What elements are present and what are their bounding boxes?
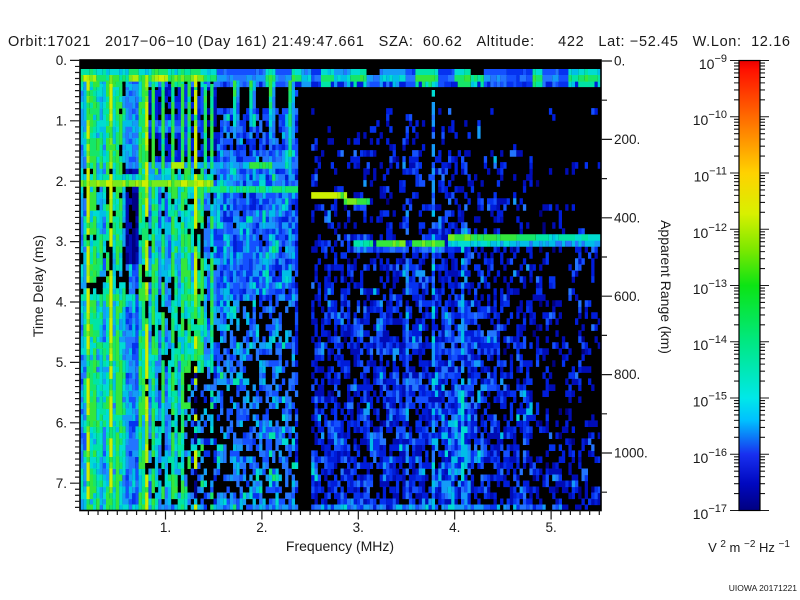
svg-text:0.: 0. bbox=[614, 54, 625, 69]
svg-text:4.: 4. bbox=[449, 520, 460, 535]
svg-text:0.: 0. bbox=[56, 53, 67, 68]
svg-text:800.: 800. bbox=[614, 367, 640, 382]
svg-text:600.: 600. bbox=[614, 289, 640, 304]
svg-text:Time Delay (ms): Time Delay (ms) bbox=[30, 235, 46, 337]
svg-text:Orbit:17021 2017−06−10 (Day: Orbit:17021 2017−06−10 (Day 161) 21:49:4… bbox=[8, 34, 790, 50]
svg-text:6.: 6. bbox=[56, 415, 67, 430]
svg-text:400.: 400. bbox=[614, 210, 640, 225]
svg-text:Apparent Range (km): Apparent Range (km) bbox=[658, 220, 674, 354]
svg-text:7.: 7. bbox=[56, 476, 67, 491]
svg-text:5.: 5. bbox=[56, 355, 67, 370]
svg-text:1000.: 1000. bbox=[614, 446, 648, 461]
svg-text:3.: 3. bbox=[56, 234, 67, 249]
svg-text:2.: 2. bbox=[56, 174, 67, 189]
svg-text:2.: 2. bbox=[256, 520, 267, 535]
svg-text:Frequency (MHz): Frequency (MHz) bbox=[286, 538, 394, 554]
svg-text:3.: 3. bbox=[353, 520, 364, 535]
svg-text:V 2 m −2 Hz −1: V 2 m −2 Hz −1 bbox=[708, 539, 790, 555]
svg-text:1.: 1. bbox=[56, 113, 67, 128]
svg-text:5.: 5. bbox=[545, 520, 556, 535]
svg-text:1.: 1. bbox=[160, 520, 171, 535]
svg-text:200.: 200. bbox=[614, 132, 640, 147]
svg-text:UIOWA 20171221: UIOWA 20171221 bbox=[729, 583, 797, 593]
svg-text:4.: 4. bbox=[56, 295, 67, 310]
